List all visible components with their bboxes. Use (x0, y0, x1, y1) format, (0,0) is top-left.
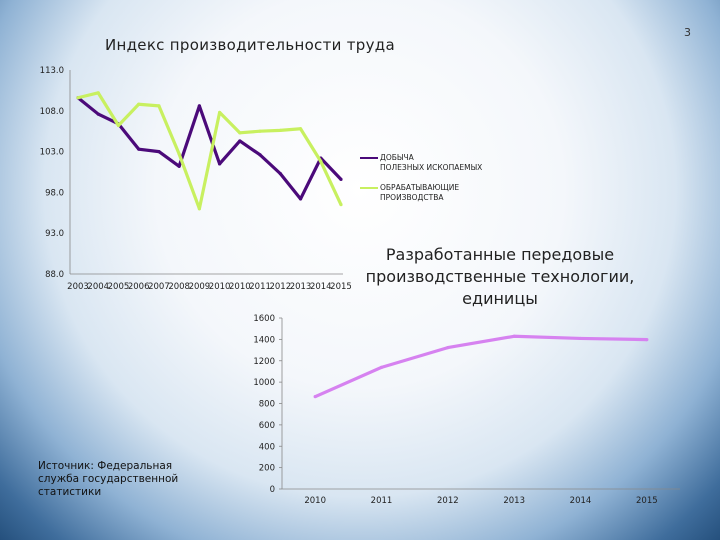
chart2-y-tick-label: 0 (270, 485, 275, 495)
chart1-x-tick-label: 2012 (269, 282, 291, 292)
chart1-x-tick-label: 2015 (330, 282, 352, 292)
chart1-legend-label: ДОБЫЧА ПОЛЕЗНЫХ ИСКОПАЕМЫХ (380, 153, 482, 172)
chart2-y-tick-label: 600 (259, 421, 275, 431)
chart2-series-line-0 (314, 334, 647, 399)
chart1-x-tick-label: 2014 (310, 282, 332, 292)
chart1-data-point (278, 128, 282, 132)
chart1-x-tick-label: 2003 (67, 282, 89, 292)
chart1-data-point (339, 177, 343, 181)
chart1-data-point (157, 104, 161, 108)
chart1-x-tick-label: 2005 (108, 282, 130, 292)
chart1-data-point (197, 104, 201, 108)
chart2-y-tick-label: 1600 (253, 314, 275, 324)
chart1-y-tick-label: 108.0 (40, 107, 64, 117)
chart1-y-tick-label: 98.0 (45, 188, 64, 198)
chart1-series-line-0 (76, 96, 343, 201)
chart1-data-point (177, 152, 181, 156)
chart2-data-point (446, 346, 450, 350)
chart2-data-point (578, 336, 583, 341)
chart1-legend-label: ОБРАБАТЫВАЮЩИЕ ПРОИЗВОДСТВА (380, 183, 459, 202)
chart2-x-tick-label: 2015 (636, 496, 658, 506)
chart1-x-tick-label: 2007 (148, 282, 170, 292)
chart1-y-tick-label: 88.0 (45, 270, 64, 280)
chart1-series-line-1 (77, 91, 343, 211)
chart2-y-tick-label: 1200 (253, 357, 275, 367)
chart1-x-tick-label: 2011 (249, 282, 271, 292)
chart2-y-tick-label: 400 (259, 442, 275, 452)
chart1-data-point (197, 207, 201, 211)
chart2-x-tick-label: 2010 (304, 496, 326, 506)
chart1-title: Индекс производительности труда (105, 36, 395, 54)
chart2-data-point (512, 334, 516, 338)
chart1-data-point (298, 197, 303, 201)
source-note: Источник: Федеральная служба государстве… (38, 460, 179, 498)
chart1-data-point (319, 159, 323, 163)
chart2-y-tick-label: 800 (259, 400, 275, 410)
chart1-x-tick-label: 2013 (290, 282, 312, 292)
chart1-data-point (137, 102, 141, 106)
chart2-y-tick-label: 1400 (253, 335, 275, 345)
chart1-data-point (96, 112, 100, 116)
chart2-data-point (379, 365, 384, 369)
chart1-data-point (238, 131, 242, 135)
chart1-data-point (218, 162, 222, 166)
chart2-x-tick-label: 2012 (437, 496, 459, 506)
chart1-data-point (96, 91, 100, 95)
chart1-data-point (76, 96, 80, 100)
chart2-data-point (313, 395, 317, 399)
chart1-x-tick-label: 2006 (128, 282, 150, 292)
chart1-data-point (258, 153, 262, 157)
chart2-y-tick-label: 1000 (253, 378, 275, 388)
chart1-x-tick-label: 2009 (189, 282, 211, 292)
chart1-y-tick-label: 93.0 (45, 229, 64, 239)
chart2-y-tick-label: 200 (259, 464, 275, 474)
chart1-x-tick-label: 2010 (209, 282, 231, 292)
chart1-y-tick-label: 113.0 (40, 66, 64, 76)
chart1-x-tick-label: 2004 (87, 282, 109, 292)
chart1-data-point (339, 203, 343, 207)
chart2-x-tick-label: 2013 (503, 496, 525, 506)
chart1-data-point (157, 150, 161, 154)
chart2-data-point (645, 337, 649, 342)
chart1-data-point (238, 139, 242, 143)
chart1-x-tick-label: 2008 (168, 282, 190, 292)
chart2-x-tick-label: 2011 (371, 496, 393, 506)
chart1-data-point (218, 110, 222, 115)
chart1-x-tick-label: 2010 (229, 282, 251, 292)
page-number: 3 (684, 26, 691, 39)
chart1-data-point (137, 147, 141, 151)
chart1-data-point (177, 164, 181, 168)
chart1-data-point (116, 123, 121, 128)
chart2-x-tick-label: 2014 (570, 496, 592, 506)
chart2-title: Разработанные передовые производственные… (365, 245, 635, 308)
chart1-data-point (258, 129, 262, 133)
chart1-data-point (298, 127, 303, 131)
chart1-y-tick-label: 103.0 (40, 148, 64, 158)
chart1-data-point (278, 172, 282, 176)
